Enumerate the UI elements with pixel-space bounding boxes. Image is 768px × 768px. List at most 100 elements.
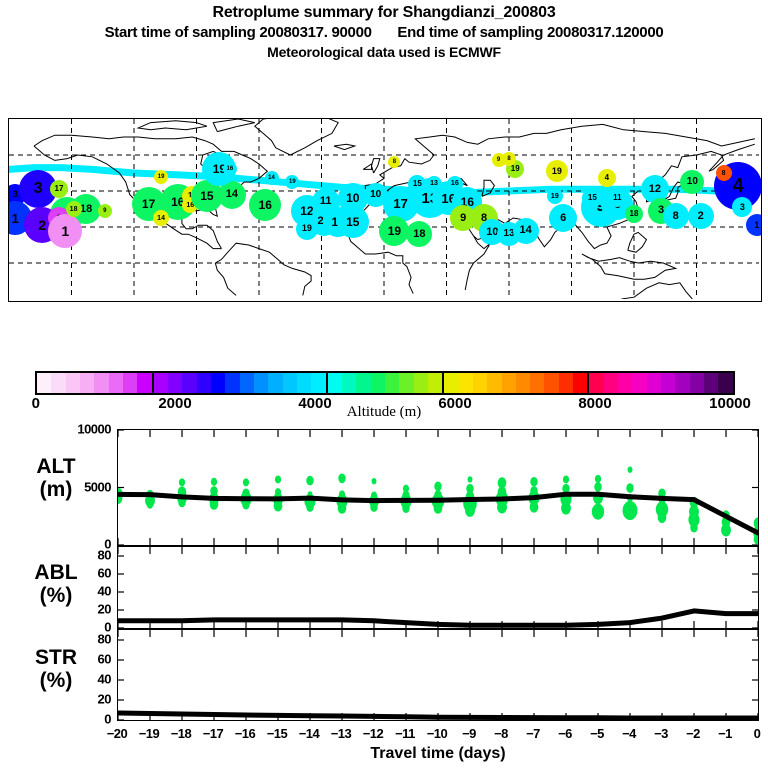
met-data-label: Meteorological data used is ECMWF (267, 44, 501, 60)
str-label-line1: STR (35, 646, 77, 669)
x-axis-tick-label: 0 (753, 726, 761, 741)
map-marker-label: 8 (480, 211, 488, 224)
colorbar-swatch (646, 373, 662, 393)
colorbar-divider (325, 373, 328, 393)
alt-distribution-blob (466, 483, 474, 494)
colorbar-divider (587, 373, 590, 393)
alt-distribution-blob (497, 500, 507, 514)
alt-distribution-blob (306, 502, 314, 512)
y-axis-tick-label: 60 (97, 651, 112, 667)
map-marker-label: 18 (69, 205, 78, 213)
map-marker: 14 (512, 217, 539, 244)
alt-distribution-blob (753, 517, 758, 529)
colorbar-gradient (35, 371, 735, 395)
map-marker: 10 (680, 170, 705, 194)
map-marker: 13 (426, 175, 442, 192)
colorbar-swatch (225, 373, 240, 393)
colorbar-swatch (108, 373, 123, 393)
map-marker-label: 17 (141, 196, 156, 211)
end-time-label: End time of sampling 20080317.120000 (397, 24, 664, 41)
alt-distribution-blob (338, 473, 346, 484)
alt-distribution-blob (242, 478, 250, 487)
alt-distribution-blob (209, 498, 219, 510)
colorbar-swatch (573, 373, 588, 393)
map-marker-label: 9 (460, 211, 467, 224)
map-marker-label: 11 (319, 195, 332, 208)
map-marker-label: 17 (54, 184, 64, 194)
page-title: Retroplume summary for Shangdianzi_20080… (212, 4, 556, 21)
map-marker: 11 (608, 189, 627, 208)
alt-distribution-blob (655, 501, 669, 518)
y-axis-tick-label: 5000 (84, 479, 111, 494)
colorbar-swatch (704, 373, 719, 393)
x-axis-tick-label: −11 (395, 726, 415, 741)
colorbar-swatch (122, 373, 138, 393)
colorbar-tick: 6000 (438, 395, 472, 412)
map-marker: 4 (597, 169, 616, 188)
x-axis-tick-label: −7 (526, 726, 540, 741)
colorbar-swatch (311, 373, 326, 393)
colorbar-swatch (589, 373, 604, 393)
map-marker-label: 9 (496, 157, 501, 164)
map-marker: 9 (97, 203, 112, 218)
colorbar-swatch (618, 373, 633, 393)
alt-distribution-blob (688, 512, 700, 527)
colorbar-swatch (51, 373, 66, 393)
alt-mean-line (118, 491, 758, 536)
colorbar-swatch (239, 373, 254, 393)
map-marker-label: 1 (11, 210, 19, 226)
colorbar-swatch (515, 373, 531, 393)
map-marker-label: 13 (503, 228, 515, 240)
map-marker: 18 (406, 221, 433, 248)
map-marker-label: 10 (370, 188, 382, 200)
colorbar-swatch (384, 373, 400, 393)
x-axis-tick-label: −5 (590, 726, 604, 741)
colorbar-divider (151, 373, 154, 393)
map-marker-label: 18 (79, 202, 93, 215)
map-marker: 15 (408, 174, 427, 193)
x-axis-tick-label: −3 (654, 726, 668, 741)
colorbar-tick: 2000 (158, 395, 192, 412)
x-axis-tick-label: −10 (426, 726, 448, 741)
y-axis-tick-label: 80 (97, 547, 112, 563)
str-chart-panel[interactable] (117, 629, 759, 721)
map-marker-label: 19 (301, 223, 312, 234)
colorbar-tick: 10000 (709, 395, 751, 412)
map-marker-label: 3 (658, 204, 665, 217)
colorbar-swatch (427, 373, 443, 393)
colorbar-swatch (501, 373, 516, 393)
abl-chart-panel[interactable] (117, 546, 759, 629)
colorbar-swatch (675, 373, 690, 393)
map-marker-label: 16 (186, 201, 195, 209)
alt-distribution-blob (561, 501, 571, 515)
colorbar-swatch (94, 373, 109, 393)
alt-distribution-blob (337, 502, 347, 514)
map-marker-label: 10 (486, 225, 499, 238)
str-plot-area (118, 630, 758, 720)
str-line (118, 710, 758, 720)
map-marker: 3 (732, 197, 753, 218)
colorbar-swatch (458, 373, 473, 393)
world-map-panel[interactable]: 1918171615161514161912111010211615191713… (8, 118, 762, 302)
map-marker: 1 (48, 213, 83, 248)
map-marker: 14 (264, 171, 279, 186)
title-block: Retroplume summary for Shangdianzi_20080… (0, 0, 768, 62)
map-marker-label: 19 (288, 179, 296, 185)
abl-label-line2: (%) (39, 584, 73, 607)
alt-chart-panel[interactable] (117, 429, 759, 546)
colorbar-swatch (253, 373, 269, 393)
alt-series-svg (118, 430, 758, 545)
map-marker: 18 (625, 205, 643, 224)
abl-plot-area (118, 547, 758, 628)
alt-distribution-blob (626, 483, 634, 493)
map-marker: 16 (249, 189, 282, 222)
map-marker: 19 (546, 188, 563, 205)
colorbar-swatch (341, 373, 357, 393)
alt-distribution-blob (627, 466, 633, 473)
alt-distribution-blob (370, 502, 378, 512)
colorbar-swatch (544, 373, 559, 393)
colorbar-swatch (472, 373, 488, 393)
x-axis-tick-label: −4 (622, 726, 636, 741)
map-marker: 15 (336, 205, 369, 238)
map-marker-label: 1 (61, 222, 70, 239)
